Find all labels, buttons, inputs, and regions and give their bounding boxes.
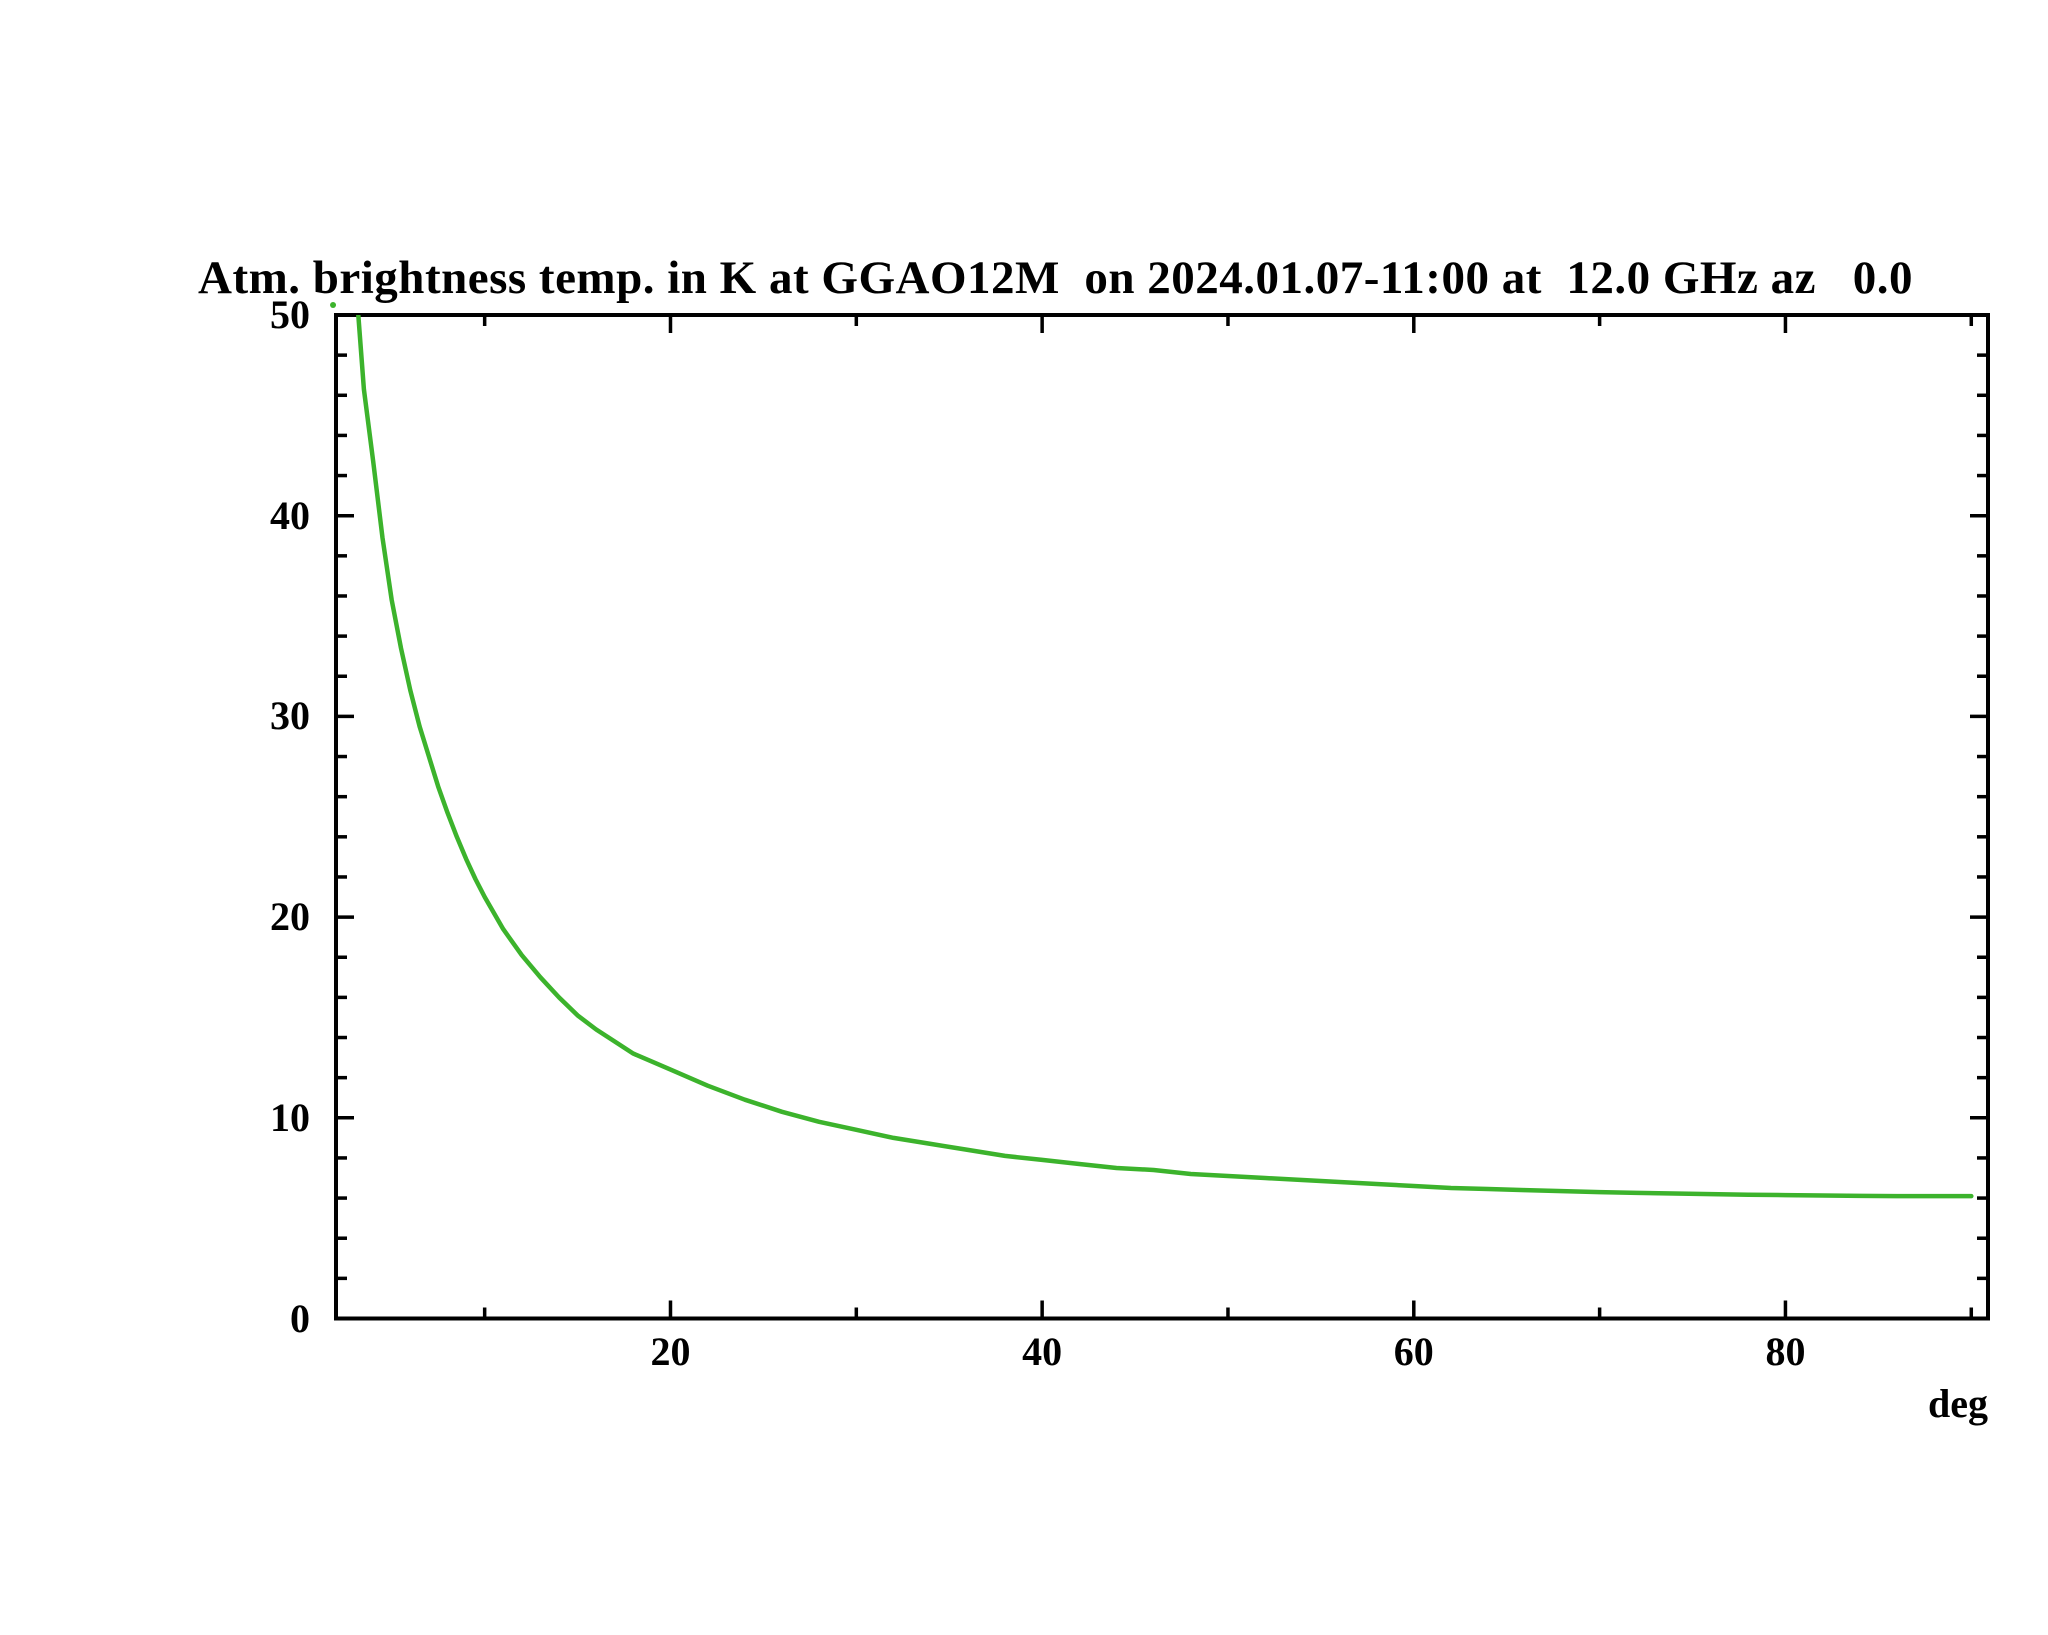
axes-frame	[334, 313, 1990, 1321]
x-axis-unit-label: deg	[1928, 1381, 1988, 1426]
axes-box	[334, 313, 1990, 1321]
x-tick-label-40: 40	[1022, 1329, 1063, 1374]
y-tick-label-0: 0	[290, 1295, 310, 1341]
y-tick-label-10: 10	[270, 1094, 310, 1140]
chart-title: Atm. brightness temp. in K at GGAO12M on…	[198, 252, 1913, 304]
y-tick-label-40: 40	[270, 492, 310, 538]
axis-ticks	[336, 313, 1988, 1321]
series-line	[356, 315, 1974, 1199]
temperature-curve	[356, 315, 1974, 1199]
x-tick-label-80: 80	[1765, 1329, 1806, 1374]
stray-dot	[330, 301, 337, 308]
stray-data-point	[330, 301, 337, 308]
x-tick-label-60: 60	[1393, 1329, 1434, 1374]
x-tick-label-20: 20	[650, 1329, 691, 1374]
y-tick-label-30: 30	[270, 693, 310, 739]
y-tick-label-20: 20	[270, 894, 310, 940]
y-tick-label-50: 50	[270, 292, 310, 337]
